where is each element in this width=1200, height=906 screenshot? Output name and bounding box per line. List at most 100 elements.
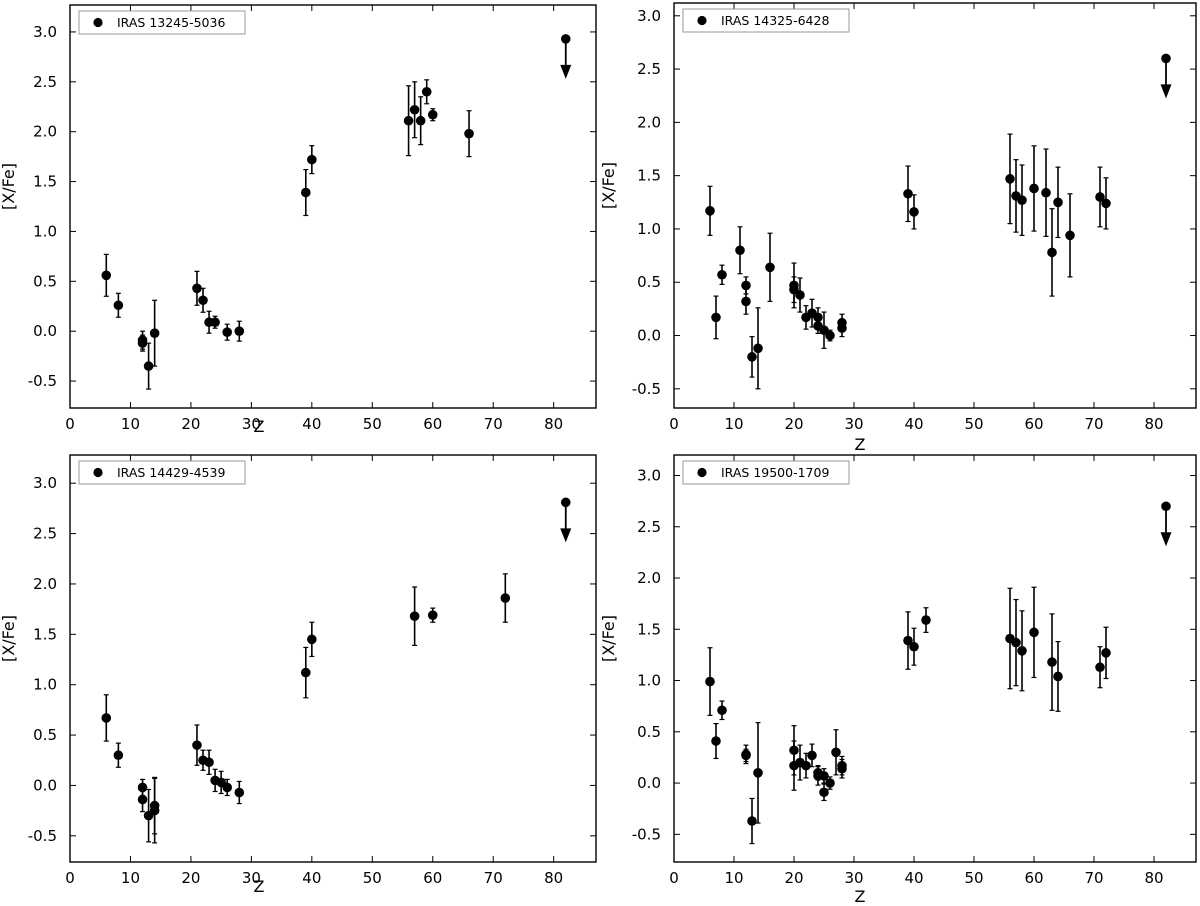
point-marker: [1095, 662, 1105, 673]
x-axis-label: Z: [254, 417, 265, 436]
point-marker: [741, 296, 751, 307]
data-point: [711, 295, 721, 340]
legend-marker: [697, 467, 707, 478]
point-marker: [831, 747, 841, 758]
data-point: [717, 264, 727, 285]
data-point: [421, 79, 432, 105]
point-marker: [1161, 53, 1171, 64]
data-point: [1029, 145, 1039, 232]
x-tick-label: 10: [724, 415, 743, 433]
point-marker: [234, 326, 245, 336]
x-tick-label: 60: [1024, 415, 1043, 433]
data-point: [747, 335, 757, 378]
x-tick-label: 30: [844, 869, 863, 887]
data-point: [137, 334, 148, 352]
y-tick-label: 1.0: [637, 672, 661, 690]
point-marker: [560, 497, 571, 508]
point-marker: [113, 300, 124, 311]
data-point: [1005, 587, 1015, 690]
data-point: [837, 318, 847, 338]
data-point: [825, 776, 835, 790]
data-point: [1011, 598, 1021, 687]
data-point: [1101, 177, 1111, 230]
x-tick-label: 50: [964, 869, 983, 887]
point-marker: [705, 676, 715, 687]
data-point: [903, 611, 913, 670]
upper-limit-arrow-icon: [560, 528, 572, 543]
data-point: [113, 742, 124, 768]
point-marker: [113, 750, 124, 761]
point-marker: [1101, 648, 1111, 658]
point-marker: [1029, 627, 1039, 638]
data-point: [427, 607, 438, 623]
data-point: [909, 627, 919, 666]
data-point: [753, 721, 763, 824]
point-marker: [234, 787, 245, 798]
x-tick-label: 70: [484, 869, 503, 887]
point-marker: [464, 128, 474, 139]
x-tick-label: 40: [904, 869, 923, 887]
data-point: [210, 315, 220, 329]
y-tick-label: 2.5: [33, 525, 57, 543]
point-marker: [741, 280, 751, 291]
data-point: [149, 299, 160, 367]
data-point: [415, 96, 426, 146]
point-marker: [825, 330, 835, 341]
point-marker: [903, 188, 913, 199]
point-marker: [204, 757, 214, 768]
data-point: [921, 607, 931, 633]
data-point: [300, 646, 311, 699]
x-tick-label: 20: [784, 415, 803, 433]
data-point: [1101, 626, 1111, 680]
point-marker: [807, 750, 817, 761]
point-marker: [825, 778, 835, 788]
y-tick-label: 1.5: [33, 173, 57, 191]
legend-box: [682, 8, 850, 33]
point-marker: [307, 634, 317, 645]
legend-label: IRAS 14429-4539: [117, 465, 225, 480]
point-marker: [1095, 192, 1105, 202]
data-point: [1047, 208, 1057, 297]
y-tick-label: 1.5: [33, 625, 57, 643]
data-point: [427, 108, 438, 122]
y-tick-label: 1.5: [637, 167, 661, 185]
data-point: [409, 586, 420, 647]
data-point: [1053, 166, 1063, 239]
plot-frame: [673, 2, 1197, 409]
data-point: [222, 323, 232, 341]
point-marker: [149, 328, 160, 338]
y-tick-label: 2.5: [637, 60, 661, 78]
data-point: [113, 292, 124, 318]
point-marker: [1017, 646, 1027, 656]
point-marker: [1047, 247, 1057, 258]
y-tick-label: 2.0: [637, 113, 661, 131]
data-point: [765, 232, 775, 303]
point-marker: [1161, 501, 1171, 512]
x-tick-label: 0: [65, 869, 75, 887]
data-point: [500, 573, 511, 623]
legend-box: [682, 460, 850, 485]
upper-limit-arrow-icon: [560, 64, 572, 79]
point-marker: [560, 34, 571, 44]
y-tick-label: 1.0: [637, 220, 661, 238]
point-marker: [801, 760, 811, 771]
x-tick-label: 50: [363, 415, 382, 433]
point-marker: [837, 323, 847, 333]
legend-label: IRAS 14325-6428: [721, 13, 829, 28]
y-tick-label: 1.5: [637, 620, 661, 638]
data-point: [1017, 164, 1027, 236]
y-tick-label: 0.0: [637, 774, 661, 792]
x-tick-label: 80: [544, 415, 563, 433]
point-marker: [705, 206, 715, 216]
y-tick-label: 2.0: [33, 575, 57, 593]
data-point: [234, 320, 245, 342]
y-tick-label: 2.0: [33, 123, 57, 141]
point-marker: [717, 269, 727, 280]
point-marker: [101, 713, 112, 723]
data-point: [903, 165, 913, 223]
point-marker: [795, 290, 805, 300]
x-tick-label: 80: [544, 869, 563, 887]
x-tick-label: 40: [904, 415, 923, 433]
x-tick-label: 0: [65, 415, 75, 433]
data-point: [300, 168, 311, 217]
